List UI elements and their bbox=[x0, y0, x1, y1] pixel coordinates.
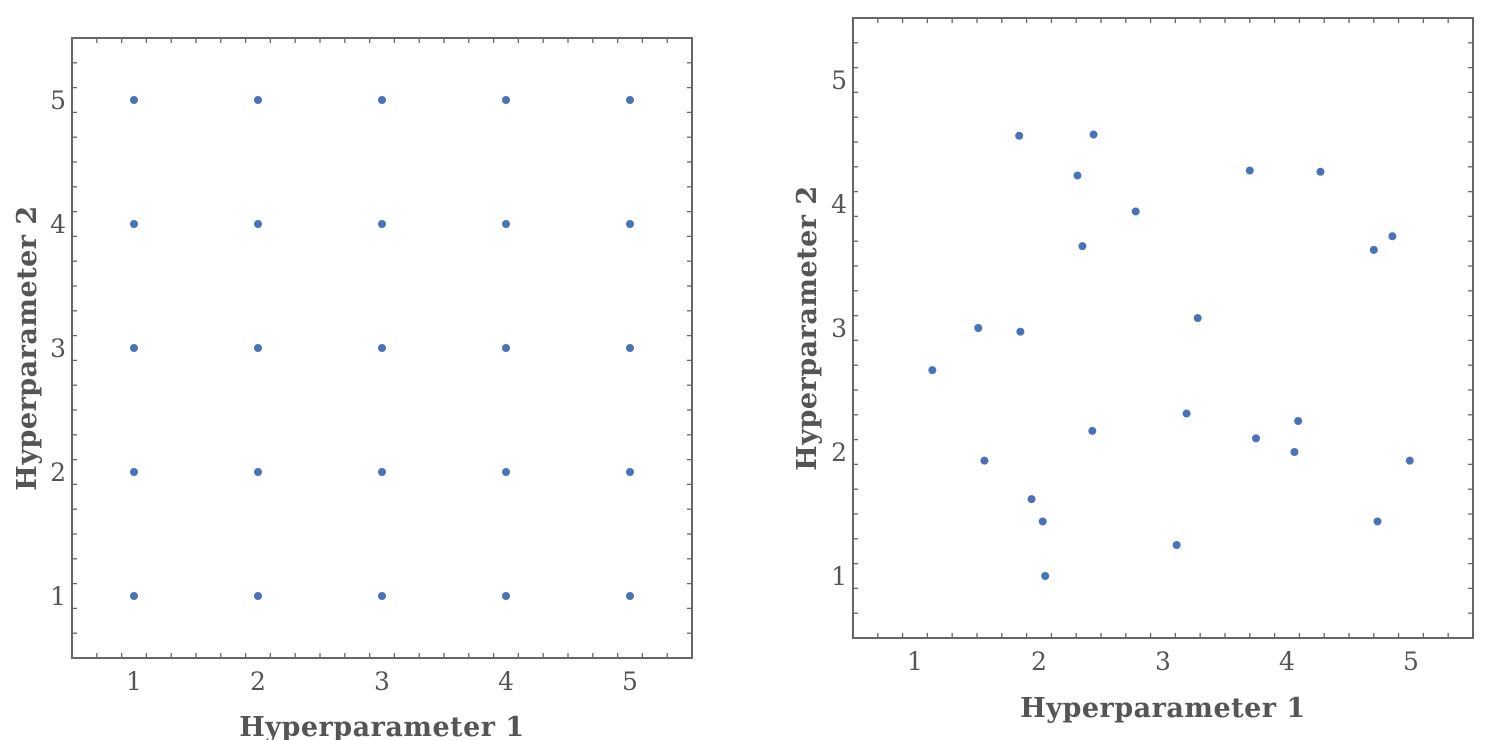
scatter-point bbox=[1027, 495, 1036, 504]
scatter-point bbox=[974, 324, 983, 332]
scatter-point bbox=[1182, 409, 1191, 418]
scatter-points bbox=[928, 130, 1414, 580]
scatter-point bbox=[1172, 541, 1181, 549]
x-tick-label: 3 bbox=[374, 667, 390, 696]
y-axis-label: Hyperparameter 2 bbox=[792, 185, 823, 470]
scatter-point bbox=[1405, 456, 1414, 465]
scatter-point bbox=[378, 592, 386, 600]
scatter-point bbox=[502, 344, 510, 352]
scatter-point bbox=[626, 344, 634, 352]
scatter-point bbox=[378, 468, 386, 476]
scatter-point bbox=[254, 592, 262, 600]
x-tick-label: 4 bbox=[498, 667, 514, 696]
chart-grid-search: 1 2 3 4 5 1 2 3 4 5 Hyperparameter 1 Hyperparame… bbox=[12, 37, 693, 740]
scatter-point bbox=[502, 220, 510, 228]
scatter-point bbox=[378, 344, 386, 352]
x-tick-label: 5 bbox=[622, 667, 638, 696]
scatter-points bbox=[130, 96, 634, 600]
x-tick-label: 1 bbox=[907, 647, 923, 676]
x-axis-label: Hyperparameter 1 bbox=[1020, 693, 1305, 724]
y-tick-label: 3 bbox=[831, 314, 847, 343]
y-tick-label: 5 bbox=[831, 66, 847, 95]
scatter-point bbox=[1193, 314, 1202, 323]
scatter-point bbox=[626, 592, 634, 600]
scatter-point bbox=[626, 220, 634, 228]
scatter-point bbox=[130, 96, 138, 104]
y-tick-label: 5 bbox=[50, 86, 66, 115]
y-tick-label: 4 bbox=[831, 190, 847, 219]
scatter-point bbox=[1088, 426, 1097, 435]
y-tick-label: 2 bbox=[831, 438, 847, 467]
plot-frame bbox=[852, 17, 1474, 639]
scatter-point bbox=[254, 96, 262, 104]
scatter-point bbox=[378, 96, 386, 104]
y-tick-label: 4 bbox=[50, 210, 66, 239]
scatter-point bbox=[254, 220, 262, 228]
y-axis-label: Hyperparameter 2 bbox=[12, 205, 43, 490]
scatter-point bbox=[1290, 448, 1299, 456]
scatter-point bbox=[626, 468, 634, 476]
x-tick-label: 1 bbox=[126, 667, 142, 696]
tick-marks bbox=[852, 17, 1474, 639]
y-tick-labels: 1 2 3 4 5 bbox=[831, 66, 847, 591]
plot-frame bbox=[71, 37, 693, 659]
scatter-point bbox=[1089, 130, 1098, 139]
scatter-point bbox=[1294, 417, 1303, 425]
scatter-point bbox=[626, 96, 634, 104]
y-tick-label: 1 bbox=[831, 562, 847, 591]
x-axis-label: Hyperparameter 1 bbox=[239, 712, 524, 740]
scatter-point bbox=[1388, 232, 1397, 241]
scatter-point bbox=[1245, 166, 1254, 175]
tick-marks bbox=[71, 37, 693, 659]
scatter-point bbox=[1016, 327, 1025, 336]
x-tick-label: 4 bbox=[1279, 647, 1295, 676]
y-tick-label: 2 bbox=[50, 458, 66, 487]
scatter-point bbox=[378, 220, 386, 228]
scatter-point bbox=[1252, 434, 1260, 443]
scatter-point bbox=[502, 468, 510, 476]
scatter-point bbox=[928, 366, 937, 375]
y-tick-label: 3 bbox=[50, 334, 66, 363]
x-tick-labels: 1 2 3 4 5 bbox=[126, 667, 638, 696]
x-tick-label: 2 bbox=[1031, 647, 1047, 676]
y-tick-labels: 1 2 3 4 5 bbox=[50, 86, 66, 611]
x-tick-label: 3 bbox=[1155, 647, 1171, 676]
scatter-point bbox=[1041, 572, 1050, 580]
y-tick-label: 1 bbox=[50, 582, 66, 611]
x-tick-label: 2 bbox=[250, 667, 266, 696]
scatter-point bbox=[254, 468, 262, 476]
x-tick-label: 5 bbox=[1403, 647, 1419, 676]
scatter-point bbox=[1038, 517, 1047, 526]
scatter-point bbox=[1073, 171, 1082, 180]
scatter-point bbox=[1369, 245, 1378, 254]
scatter-point bbox=[1316, 167, 1325, 176]
x-tick-labels: 1 2 3 4 5 bbox=[907, 647, 1419, 676]
scatter-point bbox=[502, 96, 510, 104]
scatter-point bbox=[1131, 207, 1140, 216]
scatter-point bbox=[254, 344, 262, 352]
chart-random-search: 1 2 3 4 5 1 2 3 4 5 Hyperparameter 1 Hyperparame… bbox=[792, 17, 1474, 724]
scatter-point bbox=[1015, 131, 1024, 140]
scatter-point bbox=[130, 344, 138, 352]
scatter-point bbox=[980, 456, 989, 465]
scatter-point bbox=[130, 592, 138, 600]
scatter-point bbox=[1078, 242, 1087, 251]
scatter-point bbox=[502, 592, 510, 600]
scatter-point bbox=[130, 220, 138, 228]
scatter-point bbox=[130, 468, 138, 476]
scatter-point bbox=[1373, 517, 1382, 526]
